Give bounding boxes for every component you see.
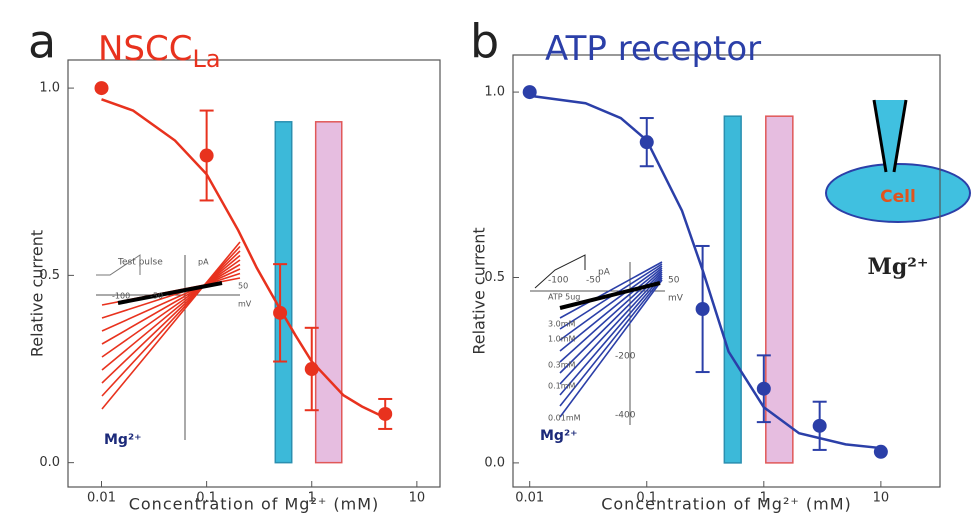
chart-title: ATP receptor [545,29,761,69]
data-point [695,302,710,317]
inset-label: Test pulse [117,258,163,268]
cell-label: Cell [880,187,916,207]
inset-trace [101,245,241,397]
pipette-wall [872,99,888,173]
x-tick-label: 1 [760,491,768,506]
panel-label: a [28,15,56,69]
cell-diagram: Cell Mg²⁺ [825,99,971,280]
data-point [812,418,827,433]
y-axis-label: Relative current [28,230,47,357]
y-tick-label: 1.0 [484,85,505,100]
inset-label: -50 [586,276,601,286]
inset-label: Mg²⁺ [104,432,141,448]
plot-frame [512,54,941,488]
y-tick-label: 0.0 [484,455,505,470]
y-tick-label: 0.5 [484,270,505,285]
title-subscript: La [193,45,221,73]
x-tick-label: 0.1 [196,491,217,506]
pipette-wall [892,99,908,173]
inset-trace [559,275,663,396]
inset-trace [101,268,241,332]
y-tick-label: 0.5 [39,268,60,283]
inset: pA -100 -50 50 mV -200 -400 ATP 5ug 3.0mM 1.0mM 0.… [530,254,684,444]
inset-trace [101,241,241,410]
y-axis-label: Relative current [470,227,489,354]
data-point [273,305,288,320]
inset-trace [101,263,241,345]
concentration-band [314,121,343,464]
panel-label: b [470,15,499,69]
chart-title: NSCCLa [98,29,221,74]
inset: Test pulse -100 -50 50 pA mV Mg²⁺ [96,241,252,448]
x-tick-label: 1 [308,491,316,506]
x-axis-label: Concentration of Mg²⁺ (mM) [129,495,380,513]
x-tick-label: 0.01 [515,491,544,506]
inset-label: -400 [615,411,636,421]
x-tick-label: 10 [873,491,890,506]
inset-label: 50 [668,276,680,286]
data-point [756,381,771,396]
inset-label: -200 [615,352,636,362]
plot-frame [67,59,441,488]
inset-label: -100 [548,276,569,286]
data-point [94,81,109,96]
x-axis-label: Concentration of Mg²⁺ (mM) [601,495,852,513]
x-tick-label: 0.1 [636,491,657,506]
inset-label: pA [198,258,209,267]
inset-label: mV [668,294,684,304]
inset-label: 3.0mM [548,320,576,329]
inset-label: ATP 5ug [548,293,580,302]
inset-control [117,281,223,305]
data-point [639,135,654,150]
inset-label: -100 [112,292,130,301]
inset-label: -50 [150,292,163,301]
fit-curve [101,98,386,419]
inset-trace [559,279,663,418]
concentration-band [274,121,293,464]
inset-label: 0.01mM [548,414,581,423]
inset-label: 0.3mM [548,361,576,370]
inset-control [559,281,661,310]
concentration-band [765,115,794,464]
cell [825,163,971,223]
data-point [873,444,888,459]
x-tick-label: 0.01 [87,491,116,506]
x-tick-label: 10 [409,491,426,506]
inset-label: pA [598,268,611,278]
inset-trace [559,267,663,352]
inset-trace [101,250,241,384]
inset-label: 0.1mM [548,382,576,391]
inset-pulse [534,254,586,289]
concentration-band [723,115,742,464]
ion-label: Mg²⁺ [868,254,929,280]
data-point [378,406,393,421]
pipette [874,100,906,172]
panel: 0.0 0.5 1.0 0.01 0.1 1 10 Concentration of Mg²⁺… [470,15,941,513]
inset-pulse [96,254,141,276]
inset-trace [559,261,663,319]
inset-trace [101,254,241,371]
inset-label: mV [238,300,252,309]
y-tick-label: 1.0 [39,81,60,96]
y-tick-label: 0.0 [39,455,60,470]
inset-trace [101,259,241,358]
inset-trace [559,271,663,374]
inset-label: 50 [238,282,248,291]
data-point [304,362,319,377]
inset-trace [101,272,241,319]
panel: 0.0 0.5 1.0 0.01 0.1 1 10 Concentration of Mg²⁺… [28,15,441,513]
inset-label: 1.0mM [548,335,576,344]
inset-trace [559,277,663,407]
inset-label: Mg²⁺ [540,428,577,444]
inset-trace [559,265,663,341]
fit-curve [529,94,881,450]
inset-trace [559,273,663,385]
data-point [522,85,537,100]
data-point [199,148,214,163]
title-main: NSCC [98,29,193,69]
title-main: ATP receptor [545,29,761,69]
